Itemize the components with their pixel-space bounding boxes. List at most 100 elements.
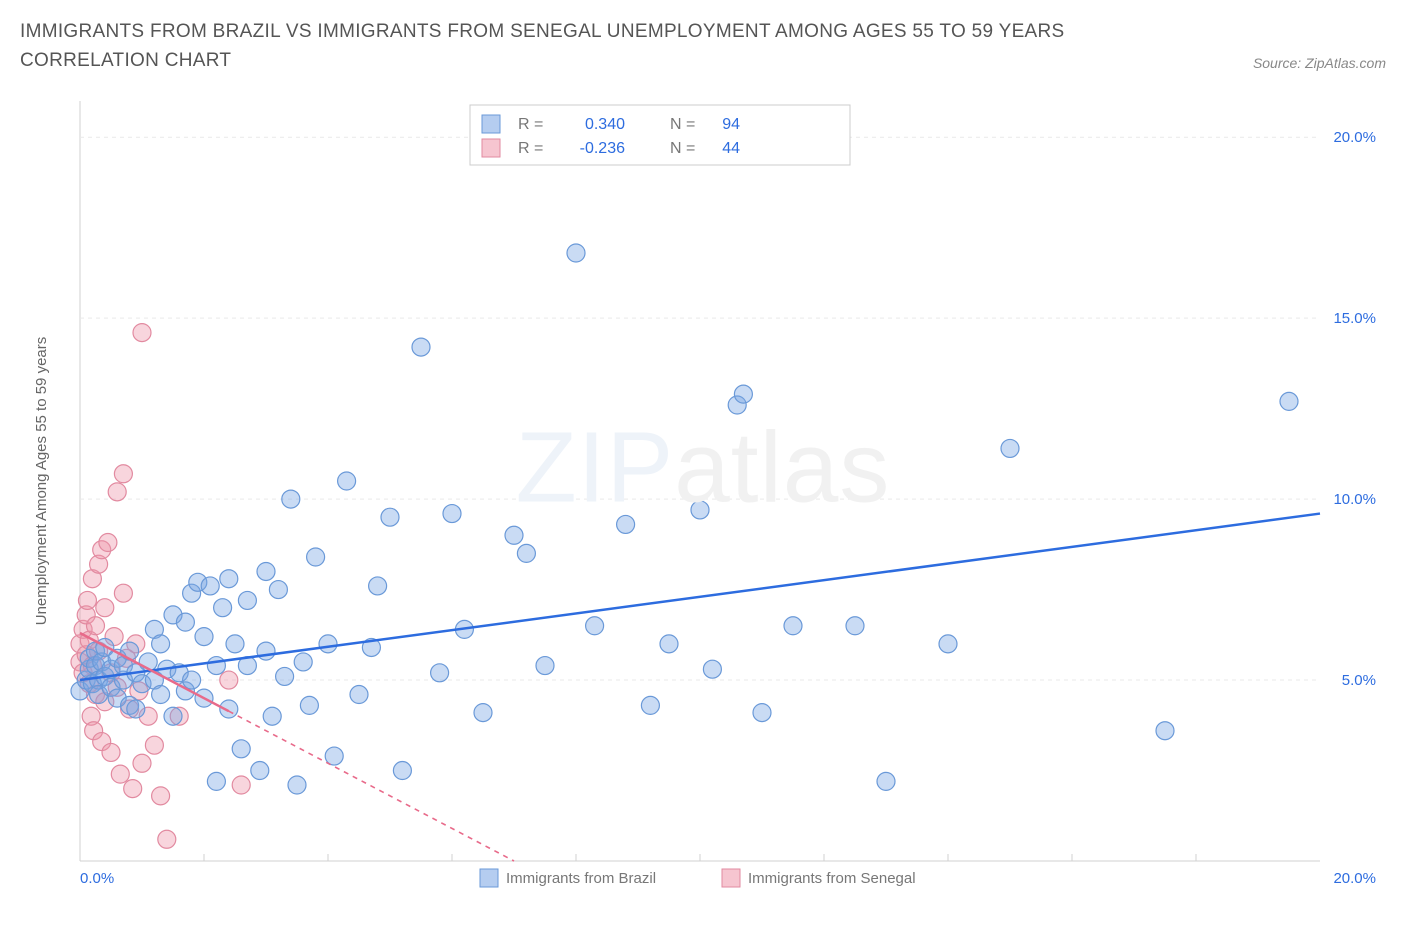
data-point bbox=[195, 628, 213, 646]
data-point bbox=[220, 570, 238, 588]
data-point bbox=[784, 617, 802, 635]
data-point bbox=[1001, 439, 1019, 457]
chart-title: IMMIGRANTS FROM BRAZIL VS IMMIGRANTS FRO… bbox=[20, 18, 1120, 75]
legend-n-value: 44 bbox=[722, 140, 740, 157]
source-label: Source: ZipAtlas.com bbox=[1253, 55, 1386, 75]
data-point bbox=[1156, 722, 1174, 740]
data-point bbox=[536, 657, 554, 675]
legend-r-label: R = bbox=[518, 116, 543, 133]
chart-container: ZIPatlas 5.0%10.0%15.0%20.0%0.0%20.0%Une… bbox=[20, 91, 1386, 911]
data-point bbox=[431, 664, 449, 682]
y-tick-label: 5.0% bbox=[1342, 672, 1376, 689]
legend-swatch bbox=[482, 115, 500, 133]
data-point bbox=[133, 324, 151, 342]
data-point bbox=[102, 743, 120, 761]
legend-r-value: 0.340 bbox=[585, 116, 625, 133]
scatter-chart: 5.0% 10.0% 15.0% 20.0% 0.0% 20.0% Unemployment… bbox=[20, 91, 1386, 911]
data-point bbox=[145, 736, 163, 754]
legend-series-label: Immigrants from Brazil bbox=[506, 870, 656, 887]
data-point bbox=[586, 617, 604, 635]
data-point bbox=[412, 338, 430, 356]
data-point bbox=[158, 830, 176, 848]
data-point bbox=[617, 515, 635, 533]
data-point bbox=[307, 548, 325, 566]
data-point bbox=[660, 635, 678, 653]
data-point bbox=[443, 505, 461, 523]
data-point bbox=[300, 696, 318, 714]
data-point bbox=[220, 671, 238, 689]
data-point bbox=[294, 653, 312, 671]
data-point bbox=[381, 508, 399, 526]
legend-n-value: 94 bbox=[722, 116, 740, 133]
data-point bbox=[251, 762, 269, 780]
data-point bbox=[232, 776, 250, 794]
data-point bbox=[99, 534, 117, 552]
data-point bbox=[111, 765, 129, 783]
data-point bbox=[226, 635, 244, 653]
data-point bbox=[703, 660, 721, 678]
x-tick-label: 0.0% bbox=[80, 870, 114, 887]
data-point bbox=[288, 776, 306, 794]
data-point bbox=[238, 591, 256, 609]
data-point bbox=[877, 772, 895, 790]
data-point bbox=[393, 762, 411, 780]
data-point bbox=[691, 501, 709, 519]
data-point bbox=[124, 780, 142, 798]
data-point bbox=[505, 526, 523, 544]
data-point bbox=[114, 584, 132, 602]
data-point bbox=[517, 544, 535, 562]
series-brazil bbox=[71, 244, 1298, 794]
data-point bbox=[282, 490, 300, 508]
data-point bbox=[269, 581, 287, 599]
data-point bbox=[734, 385, 752, 403]
title-bar: IMMIGRANTS FROM BRAZIL VS IMMIGRANTS FRO… bbox=[0, 0, 1406, 81]
data-point bbox=[78, 591, 96, 609]
y-tick-label: 10.0% bbox=[1333, 491, 1376, 508]
legend-series-label: Immigrants from Senegal bbox=[748, 870, 916, 887]
data-point bbox=[152, 686, 170, 704]
x-tick-label: 20.0% bbox=[1333, 870, 1376, 887]
data-point bbox=[350, 686, 368, 704]
data-point bbox=[641, 696, 659, 714]
data-point bbox=[207, 657, 225, 675]
data-point bbox=[369, 577, 387, 595]
legend-swatch bbox=[482, 139, 500, 157]
legend-r-label: R = bbox=[518, 140, 543, 157]
data-point bbox=[176, 613, 194, 631]
data-point bbox=[201, 577, 219, 595]
y-tick-label: 15.0% bbox=[1333, 310, 1376, 327]
data-point bbox=[338, 472, 356, 490]
data-point bbox=[474, 704, 492, 722]
legend-r-value: -0.236 bbox=[580, 140, 625, 157]
regression-line bbox=[80, 514, 1320, 680]
data-point bbox=[263, 707, 281, 725]
data-point bbox=[96, 599, 114, 617]
data-point bbox=[114, 465, 132, 483]
data-point bbox=[939, 635, 957, 653]
data-point bbox=[152, 635, 170, 653]
data-point bbox=[319, 635, 337, 653]
data-point bbox=[164, 707, 182, 725]
legend-n-label: N = bbox=[670, 140, 695, 157]
legend-n-label: N = bbox=[670, 116, 695, 133]
regression-line-dashed bbox=[229, 711, 514, 861]
data-point bbox=[207, 772, 225, 790]
data-point bbox=[87, 617, 105, 635]
data-point bbox=[276, 667, 294, 685]
legend-swatch bbox=[722, 869, 740, 887]
y-tick-label: 20.0% bbox=[1333, 129, 1376, 146]
y-axis-label: Unemployment Among Ages 55 to 59 years bbox=[33, 337, 50, 626]
data-point bbox=[214, 599, 232, 617]
data-point bbox=[567, 244, 585, 262]
data-point bbox=[1280, 392, 1298, 410]
data-point bbox=[232, 740, 250, 758]
data-point bbox=[753, 704, 771, 722]
data-point bbox=[257, 642, 275, 660]
data-point bbox=[121, 642, 139, 660]
data-point bbox=[152, 787, 170, 805]
legend-swatch bbox=[480, 869, 498, 887]
data-point bbox=[846, 617, 864, 635]
data-point bbox=[108, 483, 126, 501]
data-point bbox=[127, 700, 145, 718]
data-point bbox=[257, 562, 275, 580]
